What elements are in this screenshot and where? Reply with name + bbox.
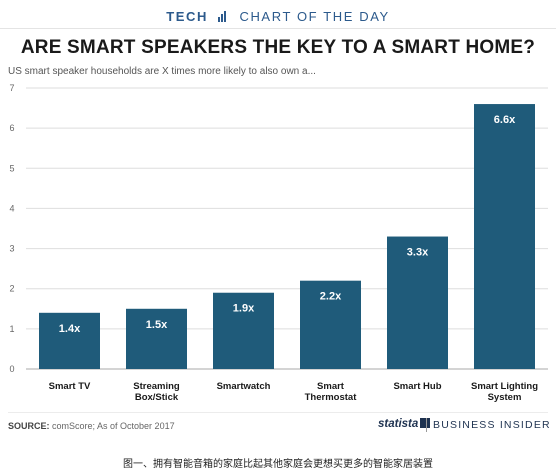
bar: [213, 292, 274, 369]
statista-wordmark: statista: [378, 418, 419, 430]
bar: [300, 280, 361, 369]
y-tick-label: 7: [9, 83, 14, 93]
y-tick-label: 6: [9, 123, 14, 133]
bar-chart: 0 1 2 3 4 5 6 7 1.4x Smart TV 1.5x Streaming Box/Sti…: [9, 83, 548, 403]
bar-chart-icon: [218, 10, 229, 25]
chart-subtitle: US smart speaker households are X times …: [8, 66, 316, 77]
data-label: 1.9x: [233, 303, 255, 315]
statista-logo: statista: [378, 418, 431, 430]
chart-kicker: TECH CHART OF THE DAY: [0, 9, 556, 25]
data-label: 2.2x: [320, 291, 342, 303]
y-tick-label: 4: [9, 203, 14, 213]
source-text: comScore; As of October 2017: [49, 421, 175, 431]
data-label: 1.4x: [59, 323, 81, 335]
source-note: SOURCE: comScore; As of October 2017: [8, 421, 175, 431]
source-label: SOURCE:: [8, 421, 50, 431]
bar: [387, 236, 448, 369]
logo-divider: [426, 418, 427, 432]
kicker-text: CHART OF THE DAY: [239, 9, 390, 24]
x-tick-label: Streaming Box/Stick: [133, 381, 180, 403]
data-label: 3.3x: [407, 247, 429, 259]
bar: [39, 312, 100, 369]
x-tick-label: Smart Thermostat: [305, 381, 358, 403]
x-tick-label: Smart TV: [49, 381, 91, 392]
y-tick-label: 0: [9, 364, 14, 374]
x-tick-label: Smartwatch: [217, 381, 271, 392]
chart-title: ARE SMART SPEAKERS THE KEY TO A SMART HO…: [20, 37, 536, 58]
publisher-logo: BUSINESS INSIDER: [433, 419, 551, 431]
footer-divider: [8, 412, 548, 413]
kicker-divider: [0, 28, 556, 29]
x-tick-label: Smart Hub: [393, 381, 441, 392]
y-tick-label: 5: [9, 163, 14, 173]
x-tick-label: Smart Lighting System: [471, 381, 538, 403]
y-tick-label: 1: [9, 324, 14, 334]
figure-caption: 图一、拥有智能音箱的家庭比起其他家庭会更想买更多的智能家居装置: [123, 459, 433, 470]
bar: [474, 104, 535, 370]
statista-icon: [420, 418, 431, 428]
data-label: 1.5x: [146, 319, 168, 331]
data-label: 6.6x: [494, 114, 516, 126]
y-tick-label: 2: [9, 284, 14, 294]
bar: [126, 308, 187, 369]
y-tick-label: 3: [9, 244, 14, 254]
kicker-brand: TECH: [166, 9, 209, 24]
